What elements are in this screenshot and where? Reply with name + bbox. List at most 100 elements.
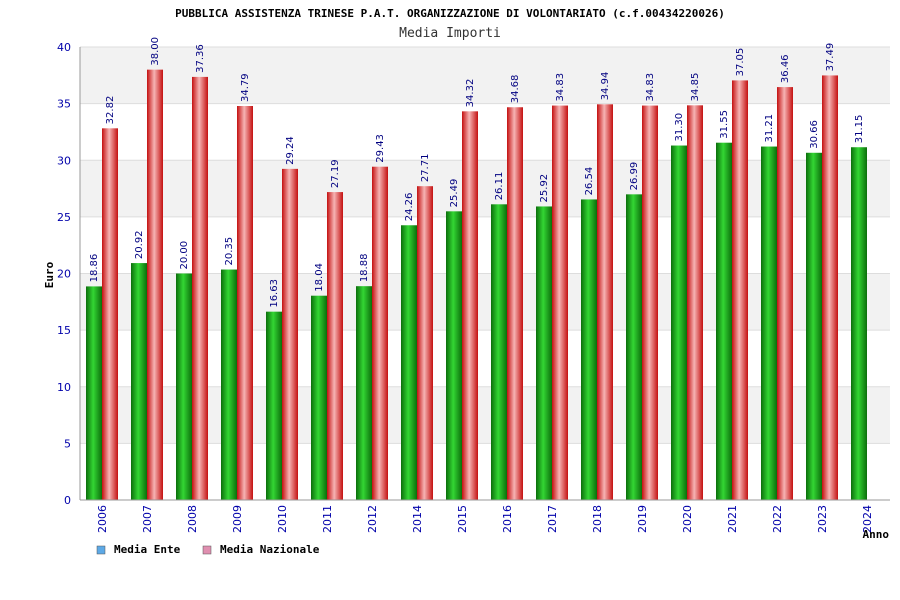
x-tick-label: 2007	[141, 505, 154, 533]
x-tick-label: 2017	[546, 505, 559, 533]
data-label-media-ente: 26.99	[629, 162, 640, 191]
x-axis-title: Anno	[863, 528, 890, 541]
x-tick-label: 2015	[456, 505, 469, 533]
bar-media-ente	[851, 147, 867, 500]
x-tick-label: 2022	[771, 505, 784, 533]
legend: Media Ente Media Nazionale	[96, 543, 320, 556]
data-label-media-ente: 25.49	[449, 179, 460, 208]
legend-label-media-nazionale: Media Nazionale	[220, 543, 320, 556]
bar-media-ente	[221, 269, 237, 500]
plot-band	[80, 47, 890, 104]
data-label-media-nazionale: 29.43	[375, 134, 386, 163]
data-label-media-nazionale: 34.85	[690, 73, 701, 102]
data-label-media-nazionale: 32.82	[105, 96, 116, 125]
x-tick-label: 2014	[411, 505, 424, 533]
x-tick-label: 2023	[816, 505, 829, 533]
legend-swatch-media-nazionale	[202, 545, 212, 555]
x-tick-label: 2009	[231, 505, 244, 533]
data-label-media-nazionale: 34.68	[510, 75, 521, 104]
data-label-media-ente: 26.54	[584, 167, 595, 196]
data-label-media-ente: 31.30	[674, 113, 685, 142]
data-label-media-nazionale: 34.79	[240, 73, 251, 102]
data-label-media-nazionale: 37.36	[195, 44, 206, 73]
data-label-media-ente: 26.11	[494, 172, 505, 201]
data-label-media-nazionale: 27.19	[330, 159, 341, 188]
y-tick-label: 25	[57, 211, 71, 224]
data-label-media-ente: 31.21	[764, 114, 775, 143]
x-tick-label: 2006	[96, 505, 109, 533]
bars	[86, 69, 867, 501]
data-label-media-ente: 24.26	[404, 193, 415, 222]
plot-band	[80, 103, 890, 161]
data-label-media-ente: 20.00	[179, 241, 190, 270]
bar-media-nazionale	[282, 168, 298, 500]
bar-media-ente	[131, 263, 147, 500]
data-label-media-ente: 16.63	[269, 279, 280, 308]
bar-media-ente	[266, 311, 282, 500]
chart-title: PUBBLICA ASSISTENZA TRINESE P.A.T. ORGAN…	[175, 7, 725, 20]
x-tick-label: 2008	[186, 505, 199, 533]
data-label-media-ente: 20.35	[224, 237, 235, 266]
y-tick-label: 30	[57, 154, 71, 167]
plot-band	[80, 216, 890, 274]
x-tick-label: 2011	[321, 505, 334, 533]
y-axis-ticks: 0 5 10 15 20 25 30 35 40	[57, 41, 71, 507]
data-label-media-nazionale: 37.05	[735, 48, 746, 77]
y-tick-label: 10	[57, 381, 71, 394]
bar-media-ente	[86, 286, 102, 500]
bar-media-nazionale	[732, 80, 748, 500]
bar-media-nazionale	[597, 104, 613, 500]
legend-label-media-ente: Media Ente	[114, 543, 181, 556]
y-tick-label: 0	[64, 494, 71, 507]
bar-media-ente	[761, 146, 777, 500]
x-tick-label: 2012	[366, 505, 379, 533]
y-tick-label: 35	[57, 98, 71, 111]
data-label-media-nazionale: 34.83	[645, 73, 656, 102]
bar-media-ente	[536, 206, 552, 500]
data-label-media-ente: 18.04	[314, 263, 325, 292]
bar-media-nazionale	[372, 166, 388, 500]
plot-band	[80, 330, 890, 387]
x-tick-label: 2024	[861, 505, 874, 533]
bar-media-nazionale	[822, 75, 838, 500]
data-label-media-nazionale: 34.32	[465, 79, 476, 108]
bar-media-nazionale	[327, 192, 343, 501]
data-label-media-nazionale: 36.46	[780, 54, 791, 83]
bar-media-ente	[626, 194, 642, 500]
bar-media-nazionale	[192, 76, 208, 500]
legend-swatch-media-ente	[96, 545, 106, 555]
data-label-media-ente: 18.88	[359, 254, 370, 283]
chart-subtitle: Media Importi	[399, 26, 501, 41]
x-tick-label: 2016	[501, 505, 514, 533]
data-label-media-nazionale: 38.00	[150, 37, 161, 66]
y-tick-label: 5	[64, 437, 71, 450]
bar-media-nazionale	[147, 69, 163, 501]
data-label-media-ente: 31.55	[719, 110, 730, 139]
data-label-media-ente: 31.15	[854, 115, 865, 144]
bar-media-ente	[581, 199, 597, 500]
x-tick-label: 2020	[681, 505, 694, 533]
data-label-media-ente: 25.92	[539, 174, 550, 203]
bar-media-ente	[446, 211, 462, 500]
data-label-media-ente: 18.86	[89, 254, 100, 283]
bar-media-ente	[491, 204, 507, 500]
bar-media-nazionale	[417, 186, 433, 500]
bar-media-nazionale	[507, 107, 523, 501]
bar-media-nazionale	[102, 128, 118, 500]
x-tick-label: 2019	[636, 505, 649, 533]
data-labels: 18.86 32.82 20.92 38.00 20.00 37.36 20.35 34.79…	[89, 37, 865, 308]
y-tick-label: 40	[57, 41, 71, 54]
plot-band	[80, 273, 890, 331]
data-label-media-nazionale: 27.71	[420, 154, 431, 183]
x-tick-label: 2021	[726, 505, 739, 533]
bar-media-nazionale	[552, 105, 568, 501]
x-axis-ticks: 2006 2007 2008 2009 2010 2011 2012 2014 2015 2016…	[96, 505, 874, 533]
bar-media-ente	[176, 273, 192, 500]
bar-media-ente	[401, 225, 417, 500]
bar-media-ente	[671, 145, 687, 500]
y-axis-title: Euro	[43, 261, 56, 288]
data-label-media-ente: 20.92	[134, 230, 145, 259]
bar-media-ente	[716, 142, 732, 501]
plot-background	[80, 47, 890, 500]
plot-band	[80, 160, 890, 217]
